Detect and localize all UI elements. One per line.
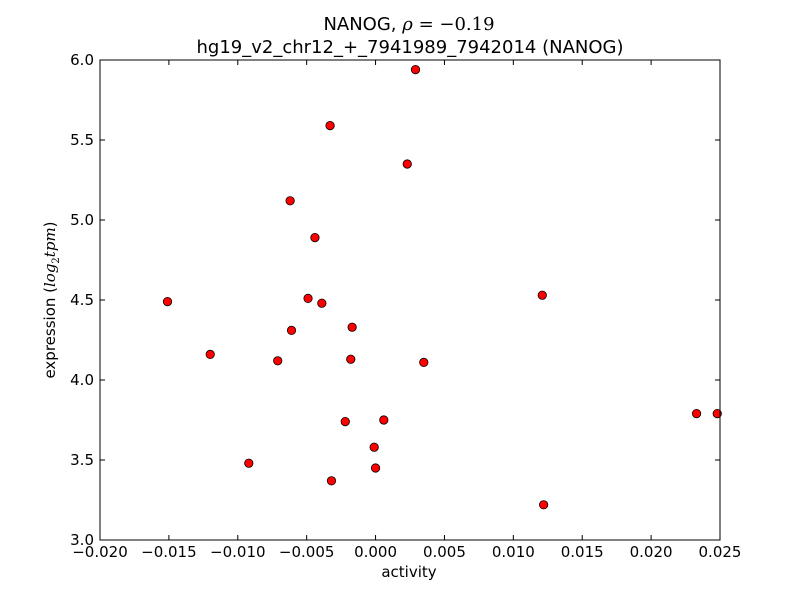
data-point	[286, 325, 297, 335]
y-tick-label: 3.0	[70, 531, 94, 549]
x-axis-label: activity	[381, 563, 436, 581]
x-tick-label: 0.000	[354, 543, 397, 561]
data-point	[325, 121, 335, 131]
data-point	[691, 408, 702, 419]
y-tick-label: 4.0	[70, 371, 94, 389]
data-point	[379, 415, 389, 425]
y-tick-label: 5.0	[70, 211, 94, 229]
points-layer	[162, 65, 722, 510]
data-point	[326, 476, 337, 486]
data-point	[712, 408, 722, 419]
chart-subtitle: hg19_v2_chr12_+_7941989_7942014 (NANOG)	[197, 37, 624, 58]
data-point	[346, 354, 356, 364]
data-point	[410, 65, 421, 75]
y-axis-label-text: expression (	[41, 287, 59, 379]
x-tick-label: −0.020	[72, 543, 128, 561]
chart-title-rho-value: −0.19	[439, 14, 494, 35]
data-point	[244, 458, 254, 468]
data-point	[310, 233, 320, 243]
y-axis-label-close: )	[41, 221, 59, 227]
data-point	[402, 159, 412, 169]
x-tick-label: −0.010	[210, 543, 266, 561]
x-tick-label: 0.020	[630, 543, 673, 561]
x-tick-label: −0.015	[141, 543, 197, 561]
y-tick-label: 4.5	[70, 291, 94, 309]
data-point	[347, 322, 357, 332]
y-axis-label-sub: 2	[51, 257, 62, 263]
data-point	[273, 356, 283, 366]
y-tick-label: 5.5	[70, 131, 94, 149]
chart-title: NANOG, ρ = −0.19	[323, 14, 494, 35]
chart-title-rho-symbol: ρ	[401, 14, 413, 35]
y-axis-label: expression (log2tpm)	[41, 221, 62, 378]
plot-area	[100, 60, 720, 540]
data-point	[369, 442, 379, 452]
data-point	[317, 298, 327, 308]
data-point	[162, 296, 173, 307]
data-point	[419, 357, 429, 367]
data-point	[285, 196, 295, 206]
data-point	[303, 293, 313, 303]
x-tick-label: −0.005	[279, 543, 335, 561]
y-axis-label-tpm: tpm	[41, 227, 59, 257]
plot-frame	[99, 59, 721, 541]
data-point	[205, 349, 215, 359]
y-tick-label: 3.5	[70, 451, 94, 469]
x-tick-label: 0.005	[423, 543, 466, 561]
y-axis-label-log: log	[41, 264, 59, 287]
x-tick-label: 0.010	[492, 543, 535, 561]
x-tick-label: 0.015	[561, 543, 604, 561]
data-point	[539, 500, 549, 510]
chart-title-prefix: NANOG,	[323, 14, 402, 35]
y-tick-label: 6.0	[70, 51, 94, 69]
chart-title-rho-equals: =	[413, 14, 440, 35]
data-point	[537, 290, 547, 300]
data-point	[340, 416, 350, 427]
ticks-layer: −0.020 −0.015 −0.010 −0.005 0.000 0.005 0.010 0…	[70, 51, 741, 561]
data-point	[370, 463, 381, 473]
x-tick-label: 0.025	[699, 543, 742, 561]
